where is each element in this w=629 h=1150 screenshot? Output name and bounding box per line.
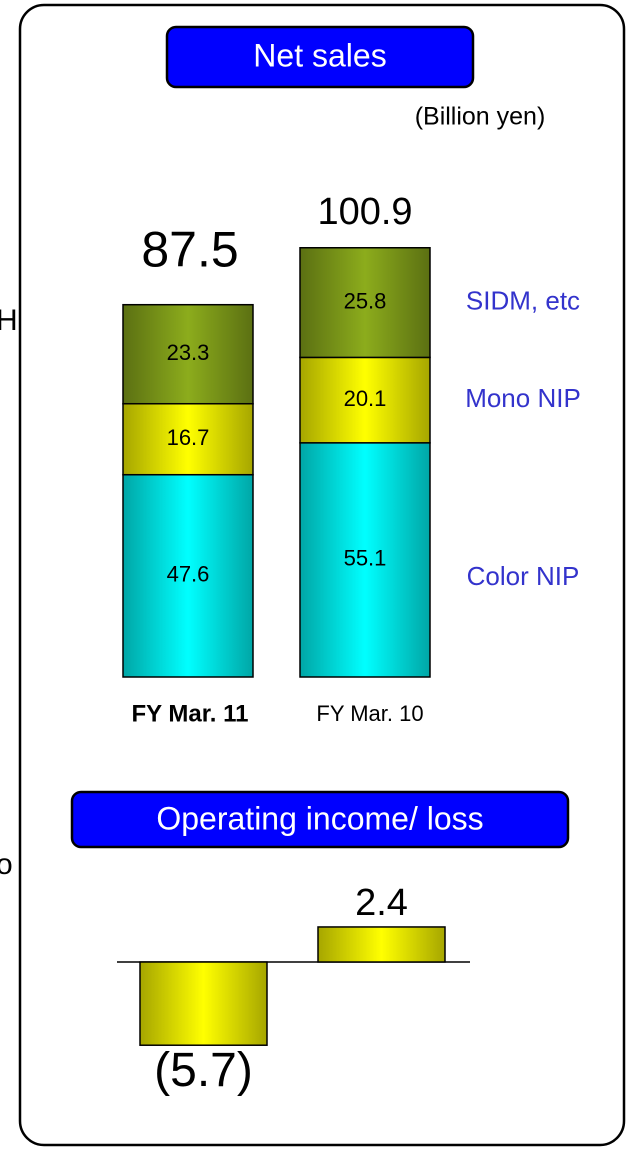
bar-shade [123,474,253,677]
data-label: 25.8 [344,288,387,313]
title-box [70,790,570,849]
data-label: (5.7) [154,1044,253,1097]
legend-label: SIDM, etc [466,285,580,315]
side-text: H [0,304,18,337]
data-label: 16.7 [167,425,210,450]
x-tick-label: FY Mar. 10 [316,701,423,726]
chart-subtitle: (Billion yen) [415,103,546,131]
title-box [165,25,475,89]
bar-shade [318,926,445,962]
chart-title: Operating income/ loss [156,800,483,836]
bar-shade [140,962,267,1046]
total-label: 100.9 [317,191,412,233]
panel-border [18,3,626,1147]
bar-shade [123,304,253,404]
bar-shade [300,357,430,443]
legend-label: Color NIP [467,561,580,591]
data-label: 23.3 [167,340,210,365]
legend-label: Mono NIP [465,383,581,413]
data-label: 47.6 [167,562,210,587]
data-label: 2.4 [355,882,408,924]
x-tick-label: FY Mar. 11 [132,700,249,727]
bar-shade [123,403,253,475]
total-label: 87.5 [141,221,238,277]
chart-title: Net sales [253,37,386,73]
side-text: o [0,848,13,881]
bar-shade [300,247,430,358]
data-label: 20.1 [344,386,387,411]
bar-shade [300,442,430,677]
data-label: 55.1 [344,546,387,571]
